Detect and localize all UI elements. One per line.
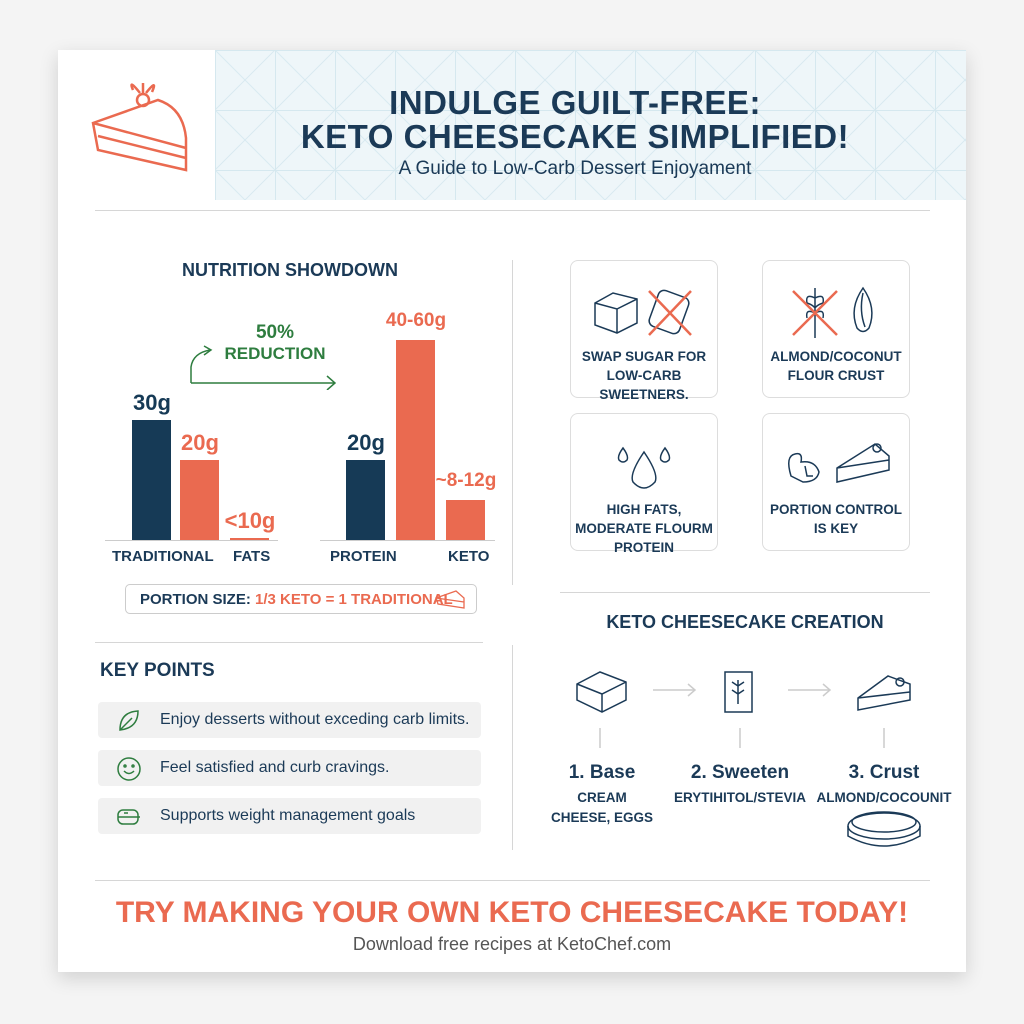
divider (95, 210, 930, 211)
step-crust: 3. Crust ALMOND/COCOUNIT (804, 762, 964, 808)
muscle-cake-icon (788, 443, 890, 483)
reduction-pct: 50% (255, 322, 295, 343)
key-point-text: Supports weight management goals (160, 807, 416, 824)
bar-value-label: <10g (224, 508, 276, 533)
bar (180, 460, 219, 540)
pie-crust-icon (847, 811, 921, 847)
title-line-2: KETO CHEESECAKE SIMPLIFIED! (300, 118, 850, 155)
bar-value-label: 40-60g (385, 310, 447, 331)
reduction-label: REDUCTION (224, 344, 326, 363)
cta-headline: TRY MAKING YOUR OWN KETO CHEESECAKE TODA… (115, 896, 909, 929)
divider (95, 642, 483, 643)
creation-flow-graphics (576, 671, 921, 847)
key-point-item: Enjoy desserts without exceding carb lim… (98, 702, 481, 738)
bar (230, 538, 269, 540)
reduction-arrow-icon (190, 345, 337, 390)
bar (132, 420, 171, 540)
x-label: PROTEIN (330, 548, 397, 565)
title-line-1: INDULGE GUILT-FREE: (389, 84, 761, 121)
tip-text: ALMOND/COCONUT FLOUR CRUST (770, 349, 902, 383)
x-label: TRADITIONAL (112, 548, 214, 565)
x-label: KETO (448, 548, 490, 565)
step-name: 1. Base (568, 762, 636, 783)
bar (396, 340, 435, 540)
bar-value-label: 20g (347, 430, 385, 455)
step-name: 3. Crust (848, 762, 920, 783)
bar-value-label: 20g (181, 430, 219, 455)
chart-baseline (105, 540, 278, 541)
tip-card-sugar-swap: SWAP SUGAR FOR LOW-CARB SWEETNERS. (570, 260, 718, 402)
nutrition-title: NUTRITION SHOWDOWN (182, 260, 398, 280)
key-point-item: Feel satisfied and curb cravings. (98, 750, 481, 786)
tip-text: HIGH FATS, MODERATE FLOURM PROTEIN (575, 502, 713, 555)
leaf-icon (119, 710, 139, 731)
header-banner (215, 50, 966, 200)
key-points-title: KEY POINTS (100, 660, 215, 681)
portion-size-box: PORTION SIZE: 1/3 KETO = 1 TRADITIONAL (125, 584, 477, 614)
key-point-text: Feel satisfied and curb cravings. (160, 759, 390, 776)
key-point-item: Supports weight management goals (98, 798, 481, 834)
bar-value-label: ~8-12g (435, 470, 497, 491)
step-sweeten: 2. Sweeten ERYTIHITOL/STEVIA (660, 762, 820, 808)
bar-value-label: 30g (133, 390, 171, 415)
tip-card-flour-crust: ALMOND/COCONUT FLOUR CRUST (762, 260, 910, 398)
wheat-crossed-almond-icon (792, 286, 873, 338)
tip-card-high-fats: HIGH FATS, MODERATE FLOURM PROTEIN (570, 413, 718, 555)
sweetener-packet-icon (724, 671, 753, 713)
step-desc: CREAM CHEESE, EGGS (550, 790, 654, 825)
connector-lines (599, 728, 885, 748)
portion-value: 1/3 KETO = 1 TRADITIONAL (255, 591, 453, 608)
tape-measure-icon (117, 809, 140, 825)
divider (512, 260, 513, 585)
subtitle: A Guide to Low-Carb Dessert Enjoyament (398, 158, 752, 179)
bar (446, 500, 485, 540)
x-label: FATS (233, 548, 271, 565)
sugar-cube-crossed-icon (594, 289, 692, 336)
fat-drops-icon (617, 446, 671, 489)
cheesecake-slice-icon (857, 675, 911, 711)
chart-baseline (320, 540, 495, 541)
portion-prefix: PORTION SIZE: (140, 591, 251, 608)
cake-slice-icon (435, 590, 465, 609)
cream-cheese-block-icon (576, 671, 627, 713)
step-base: 1. Base CREAM CHEESE, EGGS (522, 762, 682, 828)
bar (346, 460, 385, 540)
footer-link-text[interactable]: Download free recipes at KetoChef.com (352, 934, 672, 954)
arrow-right-icon (653, 683, 832, 697)
smiley-icon (117, 757, 141, 781)
step-name: 2. Sweeten (690, 762, 790, 783)
divider (512, 645, 513, 850)
step-desc: ALMOND/COCOUNIT (816, 790, 952, 805)
step-desc: ERYTIHITOL/STEVIA (673, 790, 806, 805)
divider (95, 880, 930, 881)
tip-card-portion-control: PORTION CONTROL IS KEY (762, 413, 910, 551)
key-point-text: Enjoy desserts without exceding carb lim… (160, 711, 470, 728)
creation-title: KETO CHEESECAKE CREATION (606, 612, 884, 632)
divider (560, 592, 930, 593)
tip-text: SWAP SUGAR FOR LOW-CARB SWEETNERS. (581, 349, 707, 402)
cheesecake-logo-icon (91, 83, 188, 172)
tip-text: PORTION CONTROL IS KEY (770, 502, 902, 536)
